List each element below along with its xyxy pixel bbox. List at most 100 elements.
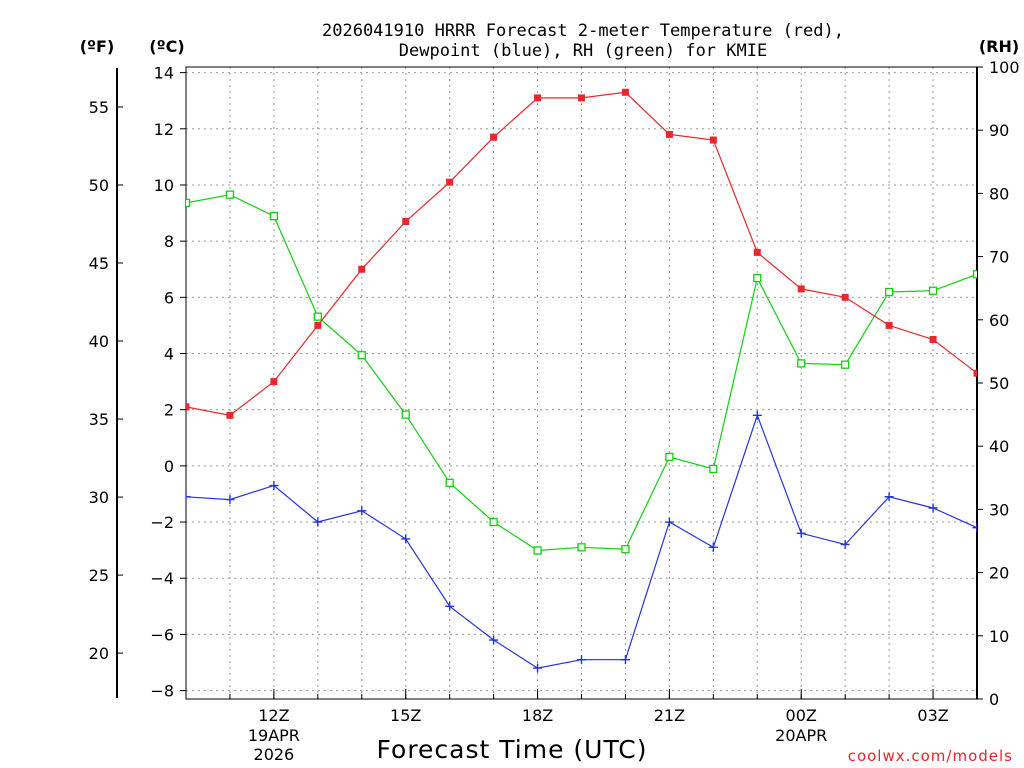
dewpoint-point (840, 540, 850, 550)
rh-unit-label: (RH) (979, 37, 1019, 56)
fahrenheit-tick-label: 40 (89, 332, 109, 351)
temperature-point (885, 321, 893, 329)
fahrenheit-tick-label: 25 (89, 566, 109, 585)
celsius-tick-label: −2 (150, 513, 174, 532)
chart-title-line2: Dewpoint (blue), RH (green) for KMIE (399, 41, 767, 61)
dewpoint-point (972, 523, 977, 533)
axes: 14121086420−2−4−6−8555045403530252010090… (89, 58, 1020, 764)
rh-point (445, 478, 454, 488)
plot-frame (185, 66, 978, 700)
dewpoint-point (752, 410, 762, 420)
x-axis-label: Forecast Time (UTC) (377, 735, 648, 764)
rh-point (269, 212, 279, 221)
x-tick-label: 21Z (654, 706, 685, 725)
dewpoint-point (577, 655, 586, 665)
rh-point (709, 464, 718, 474)
celsius-tick-label: 8 (164, 232, 174, 251)
temperature-series (186, 88, 977, 419)
dewpoint-point (533, 663, 543, 673)
temperature-point (186, 403, 190, 411)
dewpoint-point (796, 528, 806, 538)
x-tick-label: 12Z (258, 706, 289, 725)
rh-point (489, 517, 498, 527)
temperature-point (753, 248, 761, 256)
celsius-tick-label: 2 (164, 401, 174, 420)
temperature-point (226, 411, 234, 419)
rh-tick-label: 30 (989, 500, 1009, 519)
temperature-point (314, 321, 322, 329)
fahrenheit-tick-label: 50 (89, 176, 109, 195)
temperature-point (490, 133, 498, 141)
rh-point (928, 286, 938, 295)
dewpoint-point (269, 481, 279, 491)
rh-point (577, 543, 586, 552)
x-tick-label: 03Z (917, 706, 948, 725)
dewpoint-point (664, 517, 674, 527)
x-tick-label: 18Z (522, 706, 553, 725)
rh-point (665, 452, 674, 462)
rh-series (186, 190, 977, 555)
dewpoint-point (489, 635, 499, 645)
dewpoint-point (884, 492, 894, 502)
temperature-point (402, 217, 410, 225)
rh-point (533, 546, 542, 555)
celsius-tick-label: −8 (150, 682, 174, 701)
dewpoint-point (708, 542, 718, 552)
rh-tick-label: 60 (989, 311, 1009, 330)
celsius-tick-label: 0 (164, 457, 174, 476)
dewpoint-point (313, 517, 323, 527)
x-tick-label: 15Z (390, 706, 421, 725)
temperature-point (534, 94, 542, 102)
dewpoint-point (225, 495, 235, 505)
rh-point (621, 545, 630, 554)
dewpoint-point (401, 534, 411, 544)
dewpoint-point (928, 503, 938, 513)
x-tick-date-label: 20APR (775, 726, 827, 745)
rh-point (753, 273, 762, 283)
fahrenheit-tick-label: 45 (89, 254, 109, 273)
temperature-point (797, 285, 805, 293)
dewpoint-point (445, 601, 455, 611)
fahrenheit-unit-label: (ºF) (80, 37, 115, 56)
rh-tick-label: 50 (989, 374, 1009, 393)
celsius-tick-label: 14 (154, 64, 174, 83)
grid-lines (186, 67, 977, 699)
celsius-tick-label: 12 (154, 120, 174, 139)
temperature-point (973, 369, 977, 377)
temperature-point (446, 178, 454, 186)
rh-tick-label: 90 (989, 121, 1009, 140)
rh-point (884, 287, 894, 297)
rh-tick-label: 70 (989, 248, 1009, 267)
x-tick-label: 00Z (786, 706, 817, 725)
rh-tick-label: 0 (989, 690, 999, 709)
temperature-point (270, 378, 278, 386)
fahrenheit-tick-label: 35 (89, 410, 109, 429)
rh-point (186, 198, 191, 208)
temperature-point (578, 94, 585, 102)
rh-point (357, 351, 366, 360)
fahrenheit-tick-label: 30 (89, 488, 109, 507)
fahrenheit-tick-label: 55 (89, 98, 109, 117)
rh-tick-label: 10 (989, 627, 1009, 646)
rh-point (797, 359, 806, 368)
rh-point (972, 270, 977, 279)
temperature-point (665, 130, 673, 138)
rh-point (841, 360, 850, 369)
temperature-point (929, 335, 937, 343)
x-tick-date-label: 19APR (248, 726, 300, 745)
rh-tick-label: 80 (989, 184, 1009, 203)
x-tick-year-label: 2026 (254, 745, 295, 764)
credit-text: coolwx.com/models (848, 747, 1013, 765)
data-series (186, 88, 977, 673)
rh-tick-label: 20 (989, 564, 1009, 583)
fahrenheit-tick-label: 20 (89, 644, 109, 663)
rh-point (401, 410, 410, 419)
dewpoint-point (620, 655, 630, 665)
rh-point (313, 312, 322, 321)
dewpoint-point (357, 506, 367, 516)
rh-tick-label: 100 (989, 58, 1020, 77)
temperature-point (709, 136, 717, 144)
dewpoint-point (186, 492, 191, 502)
